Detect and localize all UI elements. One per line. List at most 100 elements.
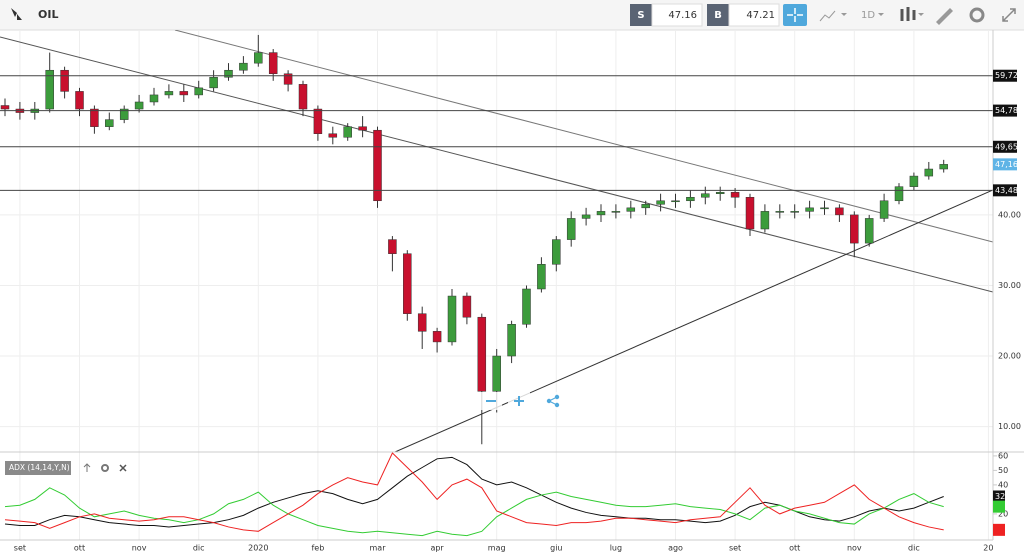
share-dot	[546, 398, 552, 404]
toolbar: OIL S 47.16 B 47.21 1D	[0, 0, 1024, 31]
level-label-bg	[993, 104, 1017, 117]
candle-body	[477, 316, 487, 392]
candle-body	[894, 186, 904, 202]
candle-body	[775, 211, 785, 213]
candle-body	[45, 69, 54, 110]
level-label: 43,48	[995, 186, 1018, 195]
candle-body	[179, 91, 189, 96]
x-tick-label: ott	[74, 544, 85, 553]
candle-body	[105, 119, 114, 127]
candle-body	[90, 108, 99, 127]
level-label-bg	[993, 184, 1017, 197]
candle-body	[715, 192, 725, 194]
candle-body	[239, 62, 248, 71]
last-price-bg	[993, 158, 1017, 171]
candle-body	[864, 218, 874, 244]
candle-body	[686, 196, 695, 202]
indicator-label-bg[interactable]	[5, 461, 71, 475]
last-price-label: 47,16	[995, 160, 1018, 169]
candle-body	[566, 218, 576, 240]
last-value-box	[993, 523, 1005, 536]
settings-button[interactable]	[969, 7, 985, 23]
candle-body	[760, 211, 770, 230]
trend-line	[0, 36, 993, 293]
x-tick-label: set	[729, 544, 741, 553]
indicator-settings[interactable]	[101, 464, 109, 472]
y-tick-label: 40	[998, 480, 1008, 489]
x-tick-label: 2020	[248, 544, 268, 553]
indicator-close[interactable]	[119, 464, 127, 472]
candle-body	[164, 91, 174, 96]
candle-body	[432, 331, 442, 343]
candle-body	[939, 164, 948, 170]
candle-body	[328, 133, 338, 138]
x-tick-label: feb	[311, 544, 324, 553]
level-label: 49,65	[995, 142, 1018, 151]
grid	[0, 30, 997, 540]
x-tick-label: 20	[983, 544, 993, 553]
buy-label: B	[714, 10, 722, 21]
sell-button[interactable]	[630, 4, 652, 26]
last-value-label: 32	[995, 492, 1005, 501]
fullscreen-button[interactable]	[1002, 8, 1016, 22]
candle-body	[194, 87, 203, 96]
candle-body	[611, 211, 621, 213]
candle-body	[388, 239, 397, 254]
candle-body	[850, 214, 859, 244]
sell-price: 47.16	[668, 10, 697, 21]
symbol: OIL	[38, 8, 58, 21]
candle-body	[0, 105, 10, 110]
candle-body	[268, 52, 278, 75]
chart-type-button[interactable]	[819, 10, 836, 22]
buy-button[interactable]	[707, 4, 729, 26]
candle-body	[358, 126, 367, 131]
share-dot	[554, 394, 560, 400]
x-tick-label: nov	[847, 544, 862, 553]
trend-line	[174, 30, 993, 243]
y-tick-label: 50	[998, 466, 1008, 475]
y-tick-label: 40.00	[998, 210, 1021, 219]
last-value-box	[993, 500, 1005, 513]
candle-body	[313, 108, 323, 134]
candle-body	[119, 108, 129, 120]
dropdown-arrow	[841, 13, 847, 16]
candle-body	[745, 196, 755, 230]
crosshair-icon	[787, 8, 803, 22]
y-tick-label: 60	[998, 451, 1008, 460]
buy-price: 47.21	[746, 10, 775, 21]
indicator-line	[4, 452, 944, 532]
candles-button[interactable]	[900, 7, 916, 21]
candle-body	[581, 214, 591, 219]
x-tick-label: lug	[610, 544, 622, 553]
x-tick-label: dic	[193, 544, 205, 553]
buy-price-box	[728, 3, 780, 27]
candle-body	[701, 193, 710, 198]
x-tick-label: mag	[488, 544, 506, 553]
x-tick-label: dic	[908, 544, 920, 553]
candle-body	[492, 355, 501, 392]
candle-body	[656, 200, 665, 205]
candle-body	[835, 207, 844, 216]
dropdown-arrow	[918, 13, 924, 16]
candle-body	[909, 175, 919, 187]
candle-body	[298, 84, 308, 110]
candle-body	[462, 295, 472, 318]
interval-button[interactable]: 1D	[861, 10, 875, 21]
level-label-bg	[993, 140, 1017, 153]
crosshair-button[interactable]	[783, 4, 807, 26]
x-tick-label: ago	[668, 544, 683, 553]
x-tick-label: set	[14, 544, 26, 553]
candle-body	[924, 168, 934, 177]
candle-body	[805, 207, 814, 212]
dropdown-arrow	[878, 13, 884, 16]
move-up-button[interactable]	[83, 463, 91, 472]
draw-button[interactable]	[936, 8, 953, 25]
candle-body	[537, 264, 546, 290]
indicator-line	[4, 487, 944, 537]
candle-body	[790, 211, 799, 213]
candle-body	[507, 324, 516, 357]
candle-body	[403, 253, 412, 314]
share[interactable]	[542, 392, 564, 410]
candle-body	[209, 77, 218, 89]
